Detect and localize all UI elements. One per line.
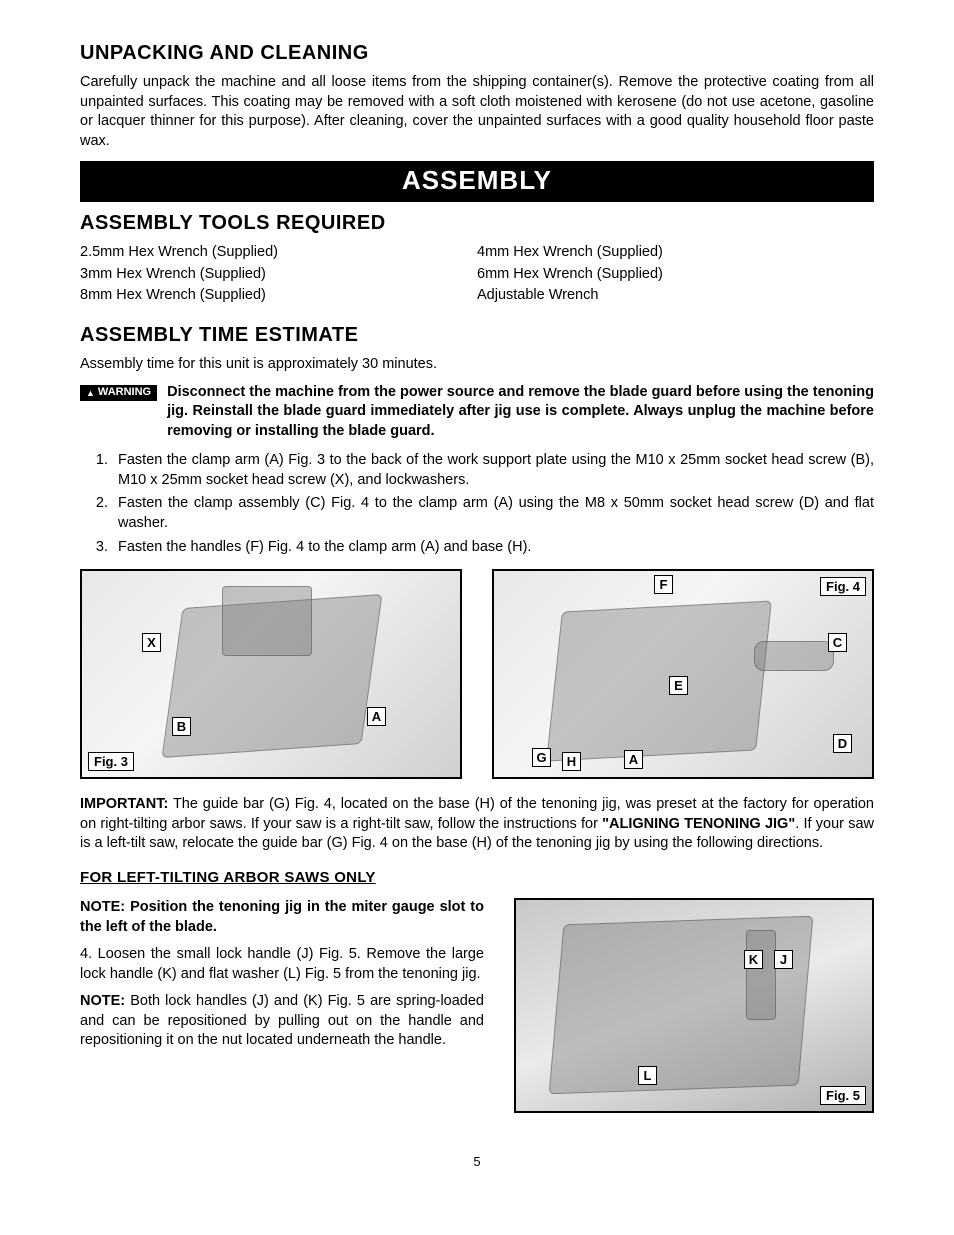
figure-5: K J L Fig. 5	[514, 898, 874, 1113]
note1: NOTE: Position the tenoning jig in the m…	[80, 899, 484, 935]
callout-e: E	[669, 676, 688, 695]
tool-item: 6mm Hex Wrench (Supplied)	[477, 265, 874, 285]
time-body: Assembly time for this unit is approxima…	[80, 355, 874, 375]
callout-c: C	[828, 633, 847, 652]
warning-row: WARNING Disconnect the machine from the …	[80, 383, 874, 442]
tools-col-left: 2.5mm Hex Wrench (Supplied) 3mm Hex Wren…	[80, 243, 477, 308]
bottom-row: NOTE: Position the tenoning jig in the m…	[80, 898, 874, 1113]
step-3: Fasten the handles (F) Fig. 4 to the cla…	[112, 538, 874, 558]
time-heading: ASSEMBLY TIME ESTIMATE	[80, 322, 874, 349]
warning-badge: WARNING	[80, 385, 157, 401]
important-bold-mid: "ALIGNING TENONING JIG"	[602, 816, 795, 832]
tool-item: 4mm Hex Wrench (Supplied)	[477, 243, 874, 263]
callout-k: K	[744, 950, 763, 969]
tools-heading: ASSEMBLY TOOLS REQUIRED	[80, 210, 874, 237]
fig4-label: Fig. 4	[820, 577, 866, 596]
step-4: 4. Loosen the small lock handle (J) Fig.…	[80, 945, 484, 984]
callout-x: X	[142, 633, 161, 652]
figure-3: X B A Fig. 3	[80, 569, 462, 779]
callout-h: H	[562, 752, 581, 771]
tool-item: 3mm Hex Wrench (Supplied)	[80, 265, 477, 285]
tool-item: 8mm Hex Wrench (Supplied)	[80, 286, 477, 306]
callout-d: D	[833, 734, 852, 753]
assembly-steps: Fasten the clamp arm (A) Fig. 3 to the b…	[80, 451, 874, 557]
tools-row: 2.5mm Hex Wrench (Supplied) 3mm Hex Wren…	[80, 243, 874, 308]
tool-item: 2.5mm Hex Wrench (Supplied)	[80, 243, 477, 263]
callout-g: G	[532, 748, 551, 767]
callout-a2: A	[624, 750, 643, 769]
warning-text: Disconnect the machine from the power so…	[167, 383, 874, 442]
callout-a: A	[367, 707, 386, 726]
important-label: IMPORTANT:	[80, 796, 168, 812]
step-2: Fasten the clamp assembly (C) Fig. 4 to …	[112, 494, 874, 533]
important-block: IMPORTANT: The guide bar (G) Fig. 4, loc…	[80, 795, 874, 854]
note2-body: Both lock handles (J) and (K) Fig. 5 are…	[80, 993, 484, 1048]
figures-row: X B A Fig. 3 F Fig. 4 C E G H A D	[80, 569, 874, 779]
figure-4: F Fig. 4 C E G H A D	[492, 569, 874, 779]
page-number: 5	[80, 1153, 874, 1171]
fig3-label: Fig. 3	[88, 752, 134, 771]
tools-col-right: 4mm Hex Wrench (Supplied) 6mm Hex Wrench…	[477, 243, 874, 308]
step-1: Fasten the clamp arm (A) Fig. 3 to the b…	[112, 451, 874, 490]
tool-item: Adjustable Wrench	[477, 286, 874, 306]
callout-b: B	[172, 717, 191, 736]
callout-f: F	[654, 575, 673, 594]
unpacking-heading: UNPACKING AND CLEANING	[80, 40, 874, 67]
left-tilt-heading: FOR LEFT-TILTING ARBOR SAWS ONLY	[80, 868, 874, 888]
unpacking-body: Carefully unpack the machine and all loo…	[80, 73, 874, 151]
bottom-text: NOTE: Position the tenoning jig in the m…	[80, 898, 484, 1059]
callout-j: J	[774, 950, 793, 969]
assembly-banner: ASSEMBLY	[80, 161, 874, 202]
note2-label: NOTE:	[80, 993, 125, 1009]
callout-l: L	[638, 1066, 657, 1085]
fig5-label: Fig. 5	[820, 1086, 866, 1105]
